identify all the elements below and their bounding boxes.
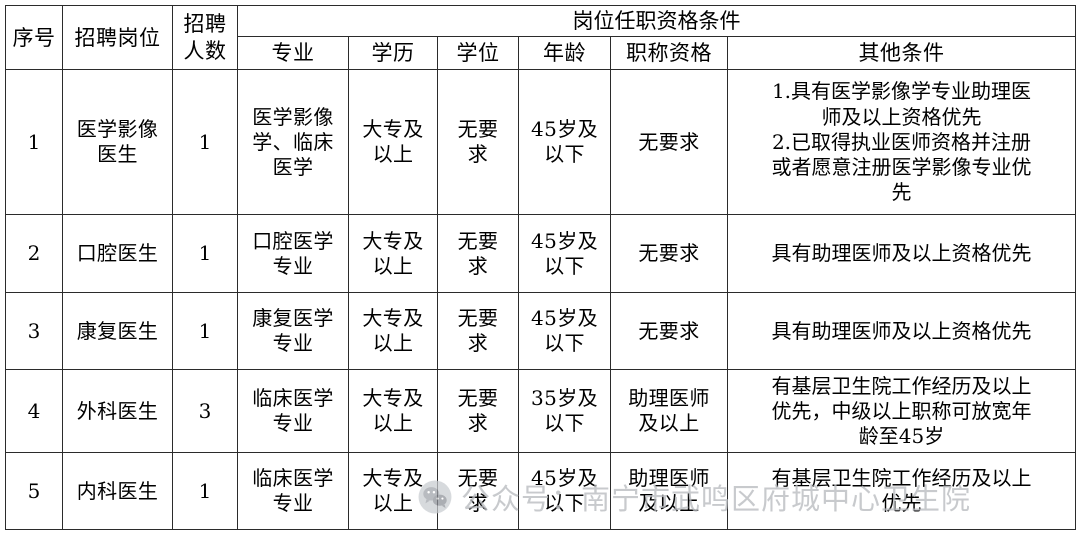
cell-post: 医学影像 医生 (62, 69, 173, 216)
column-header-seq: 序号 (5, 4, 63, 71)
cell-other-line: 2.已取得执业医师资格并注册 (771, 129, 1032, 154)
cell-post: 内科医生 (62, 452, 173, 531)
table-row: 1 医学影像 医生 1 医学影像 学、临床 医学 大专及 以上 无要求 45岁及 以下 无… (5, 69, 1076, 216)
cell-title-qual: 助理医师 及以上 (610, 369, 728, 454)
cell-title-qual: 助理医师 及以上 (610, 452, 728, 531)
table-row: 4 外科医生 3 临床医学 专业 大专及 以上 无要求 35岁及 以下 助理医师 及以上… (5, 369, 1076, 454)
cell-age: 45岁及 以下 (518, 292, 611, 371)
cell-seq: 5 (5, 452, 63, 531)
cell-title-qual: 无要求 (610, 292, 728, 371)
cell-seq: 2 (5, 214, 63, 294)
cell-degree: 无要求 (437, 452, 519, 531)
cell-other-line: 优先，中级以上职称可放宽年 (771, 398, 1032, 423)
cell-count: 1 (172, 214, 238, 294)
cell-age: 35岁及 以下 (518, 369, 611, 454)
column-header-post: 招聘岗位 (62, 4, 173, 71)
column-header-major: 专业 (237, 36, 349, 71)
cell-count: 1 (172, 69, 238, 216)
cell-title-qual: 无要求 (610, 69, 728, 216)
cell-major: 临床医学 专业 (237, 452, 349, 531)
cell-other: 有基层卫生院工作经历及以上 优先，中级以上职称可放宽年 龄至45岁 (727, 369, 1076, 454)
cell-other: 1.具有医学影像学专业助理医 师及以上资格优先 2.已取得执业医师资格并注册 或者愿意… (727, 69, 1076, 216)
cell-education: 大专及 以上 (348, 452, 438, 531)
cell-seq: 4 (5, 369, 63, 454)
cell-other-line: 或者愿意注册医学影像专业优 (771, 155, 1032, 180)
cell-major: 口腔医学 专业 (237, 214, 349, 294)
column-header-other: 其他条件 (727, 36, 1076, 71)
cell-post: 康复医生 (62, 292, 173, 371)
column-header-age: 年龄 (518, 36, 611, 71)
table-row: 3 康复医生 1 康复医学 专业 大专及 以上 无要求 45岁及 以下 无要求 具有助… (5, 292, 1076, 371)
table-row: 5 内科医生 1 临床医学 专业 大专及 以上 无要求 45岁及 以下 助理医师 及以上… (5, 452, 1076, 531)
cell-post: 口腔医生 (62, 214, 173, 294)
cell-degree: 无要求 (437, 369, 519, 454)
cell-other-line: 有基层卫生院工作经历及以上 (771, 466, 1032, 491)
cell-count: 1 (172, 452, 238, 531)
cell-major: 医学影像 学、临床 医学 (237, 69, 349, 216)
column-header-qualification-group: 岗位任职资格条件 (237, 4, 1076, 38)
cell-other: 有基层卫生院工作经历及以上 优先 (727, 452, 1076, 531)
cell-age: 45岁及 以下 (518, 452, 611, 531)
cell-post: 外科医生 (62, 369, 173, 454)
cell-degree: 无要求 (437, 214, 519, 294)
cell-other-line: 师及以上资格优先 (821, 104, 982, 129)
cell-other-line: 具有助理医师及以上资格优先 (771, 318, 1032, 343)
column-header-education: 学历 (348, 36, 438, 71)
table-row: 2 口腔医生 1 口腔医学 专业 大专及 以上 无要求 45岁及 以下 无要求 具有助… (5, 214, 1076, 294)
column-header-degree: 学位 (437, 36, 519, 71)
column-header-count: 招聘 人数 (172, 4, 238, 71)
cell-seq: 3 (5, 292, 63, 371)
cell-major: 临床医学 专业 (237, 369, 349, 454)
cell-other-line: 优先 (881, 491, 922, 516)
cell-seq: 1 (5, 69, 63, 216)
cell-degree: 无要求 (437, 69, 519, 216)
cell-education: 大专及 以上 (348, 214, 438, 294)
cell-other: 具有助理医师及以上资格优先 (727, 214, 1076, 294)
cell-other: 具有助理医师及以上资格优先 (727, 292, 1076, 371)
cell-age: 45岁及 以下 (518, 214, 611, 294)
cell-count: 1 (172, 292, 238, 371)
cell-age: 45岁及 以下 (518, 69, 611, 216)
cell-title-qual: 无要求 (610, 214, 728, 294)
header-row-top: 序号 招聘岗位 招聘 人数 岗位任职资格条件 (5, 4, 1076, 71)
cell-count: 3 (172, 369, 238, 454)
cell-other-line: 1.具有医学影像学专业助理医 (771, 79, 1032, 104)
column-header-title-qual: 职称资格 (610, 36, 728, 71)
recruitment-table: 序号 招聘岗位 招聘 人数 岗位任职资格条件 专业 学历 学位 年龄 职称资格 … (5, 4, 1076, 531)
cell-education: 大专及 以上 (348, 69, 438, 216)
column-header-count-line1: 招聘 (183, 12, 227, 37)
table-body: 1 医学影像 医生 1 医学影像 学、临床 医学 大专及 以上 无要求 45岁及 以下 无… (5, 69, 1076, 531)
cell-education: 大专及 以上 (348, 369, 438, 454)
cell-other-line: 龄至45岁 (858, 424, 945, 449)
cell-education: 大专及 以上 (348, 292, 438, 371)
cell-other-line: 先 (891, 180, 912, 205)
cell-degree: 无要求 (437, 292, 519, 371)
cell-other-line: 有基层卫生院工作经历及以上 (771, 373, 1032, 398)
column-header-count-line2: 人数 (183, 38, 227, 63)
cell-other-line: 具有助理医师及以上资格优先 (771, 241, 1032, 266)
table-header: 序号 招聘岗位 招聘 人数 岗位任职资格条件 专业 学历 学位 年龄 职称资格 … (5, 4, 1076, 71)
cell-major: 康复医学 专业 (237, 292, 349, 371)
